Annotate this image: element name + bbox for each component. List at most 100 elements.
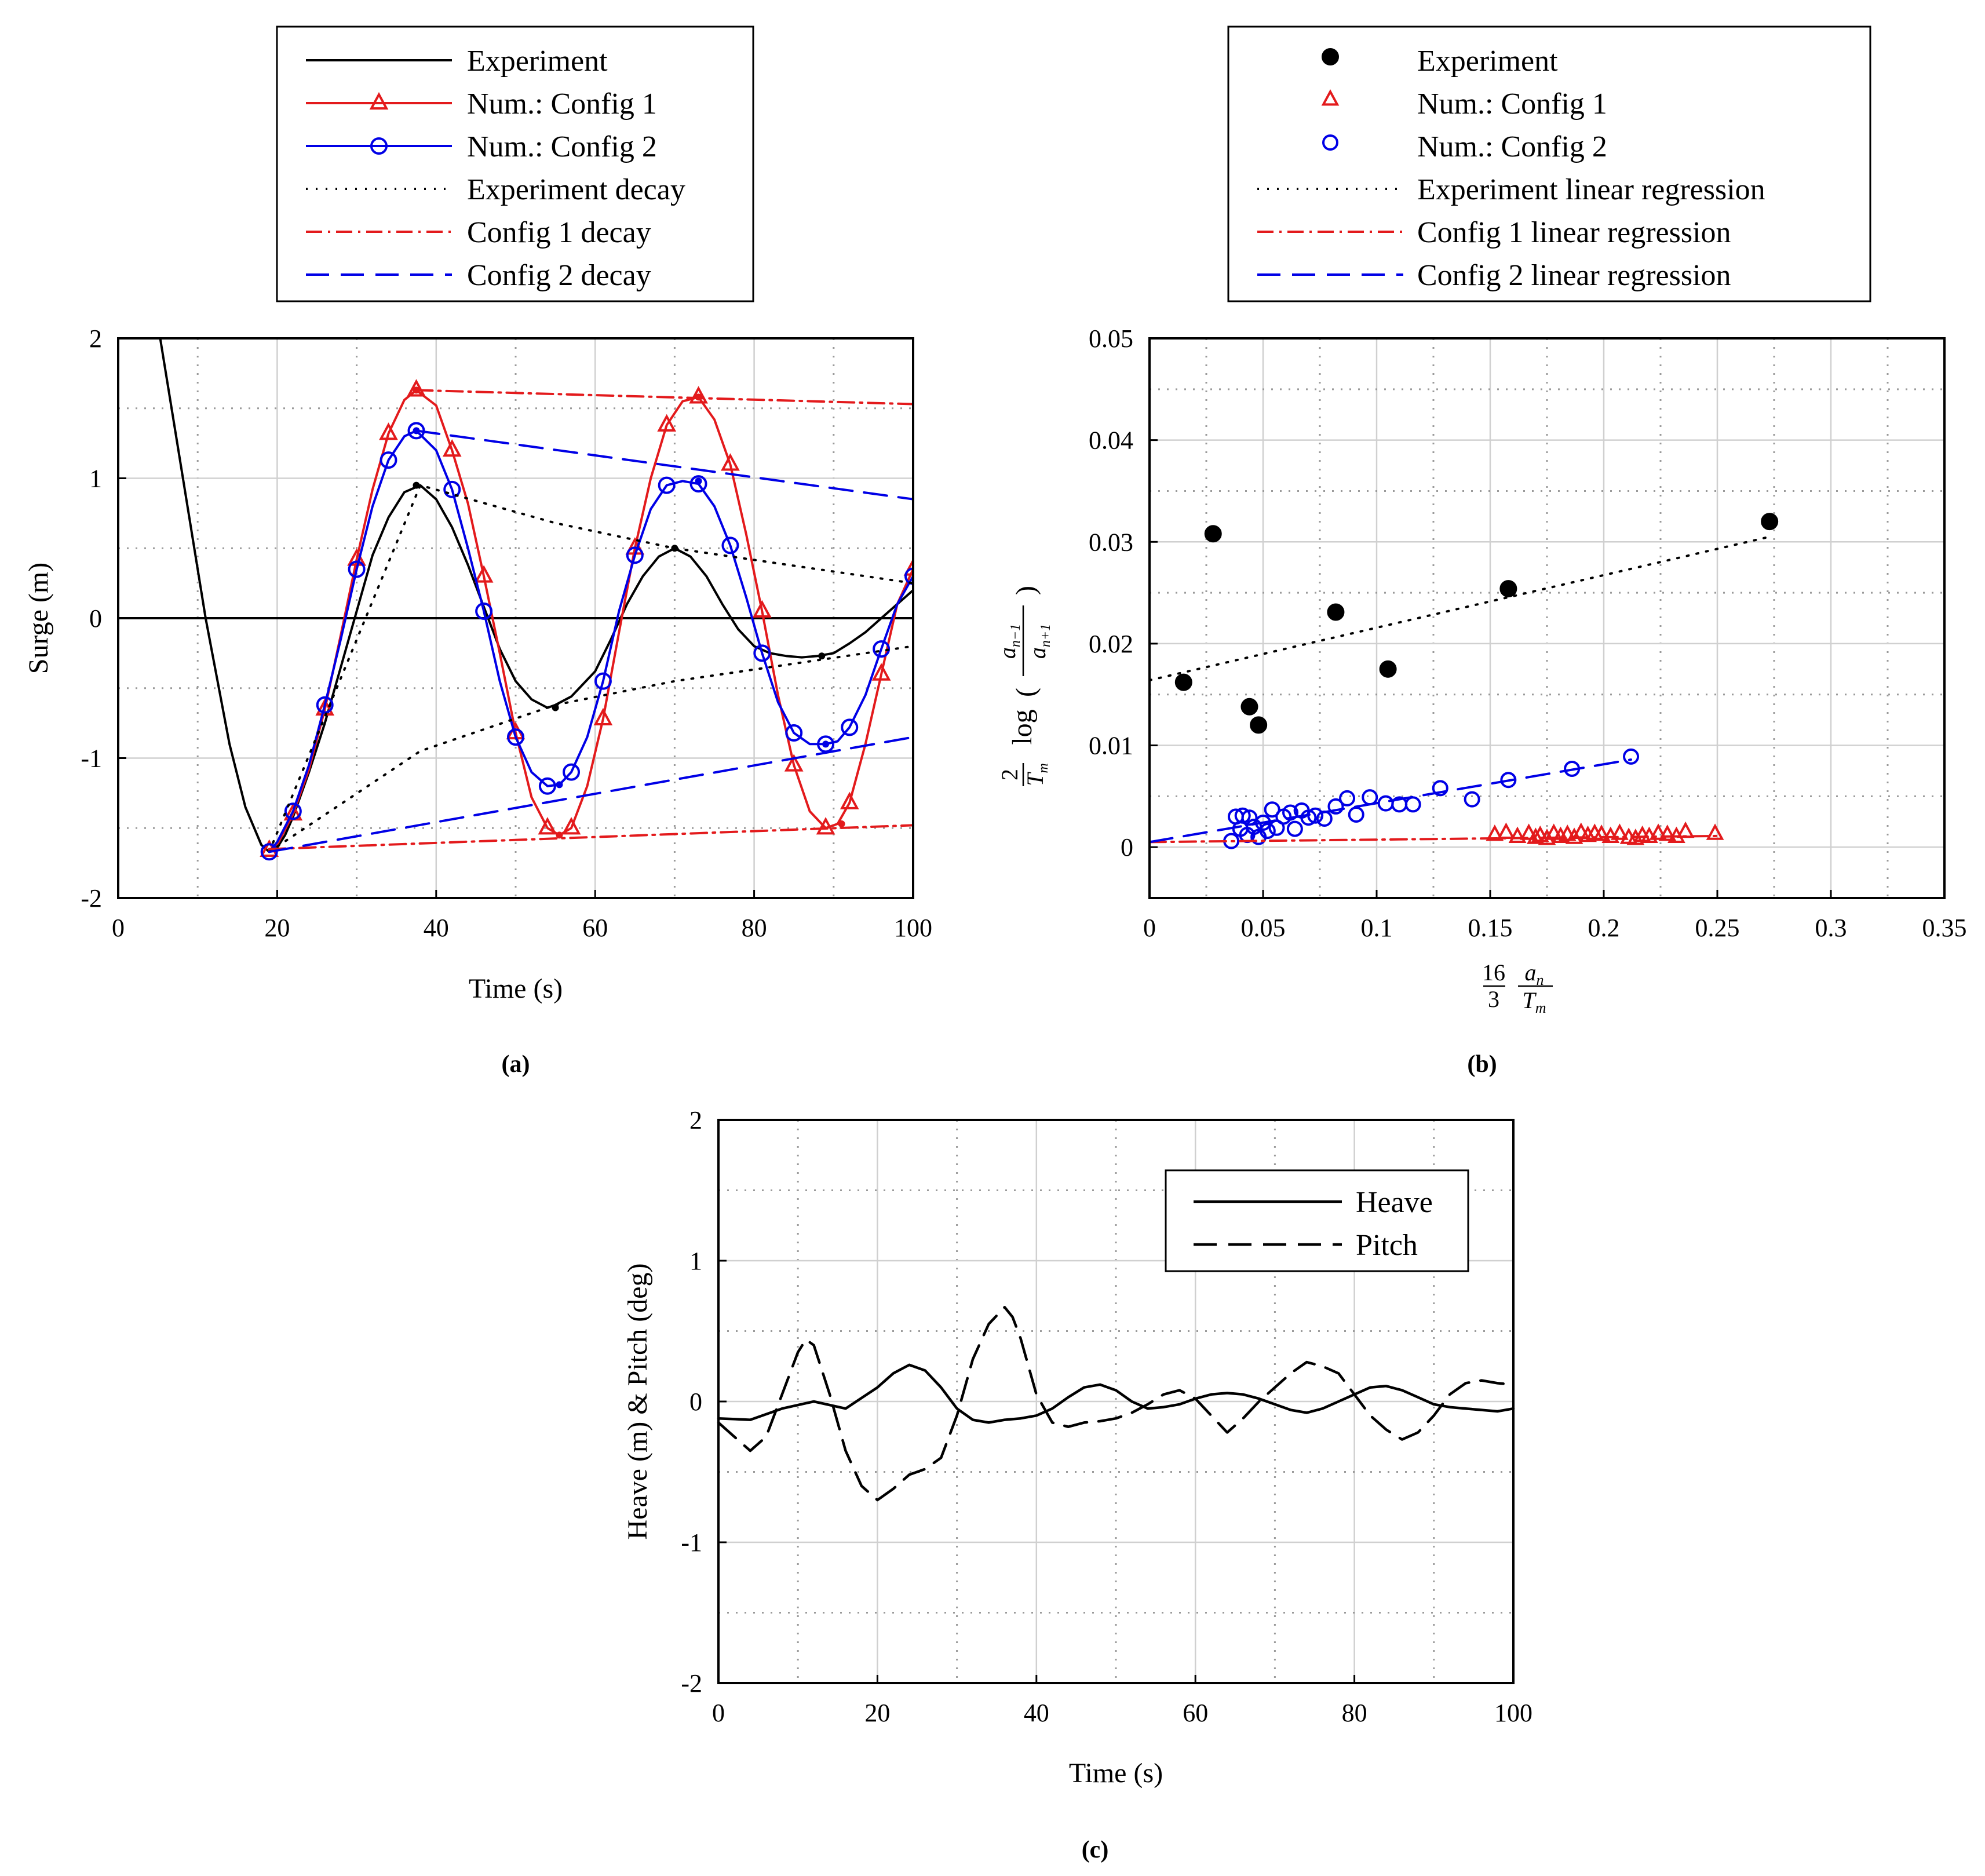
panel-a-series-config-2-decay-line [415, 429, 913, 501]
panel-a-legend-label: Experiment decay [467, 173, 685, 206]
panel-a-peak-dot [671, 545, 678, 552]
panel-c-legend-box [1165, 1169, 1469, 1272]
panel-a-series-num-config-1-marker [752, 600, 772, 618]
panel-a-peak-dot [556, 831, 563, 839]
svg-text:): ) [1010, 586, 1041, 595]
panel-a-series-num-config-1-marker [474, 565, 494, 583]
panel-a-series-num-config-2-marker [348, 560, 366, 578]
panel-a-xtick-label: 20 [264, 914, 290, 942]
panel-b-series-num-config-1-point [1611, 823, 1629, 840]
panel-b-xtick-label: 0 [1143, 914, 1156, 942]
panel-a-peak-dot [695, 393, 702, 401]
panel-a-ytick-label: -1 [81, 744, 102, 773]
svg-text:an+1: an+1 [1024, 624, 1053, 659]
panel-a-legend-marker [370, 137, 388, 155]
panel-a-series-num-config-2-marker [380, 451, 397, 469]
panel-a-series-num-config-1-marker [816, 817, 835, 835]
panel-b-xtick-label: 0.1 [1361, 914, 1393, 942]
panel-a-ytick-label: 0 [89, 604, 102, 633]
panel-a-legend-label: Num.: Config 1 [467, 87, 657, 121]
panel-a-plot-area [118, 338, 913, 861]
panel-b-legend-marker [1322, 134, 1338, 151]
panel-a-peak-dot [695, 477, 702, 485]
panel-a-legend-label: Config 1 decay [467, 216, 651, 249]
panel-b-xtick-label: 0.2 [1588, 914, 1620, 942]
panel-a-series-num-config-1-marker [442, 439, 462, 457]
panel-c-xtick-label: 80 [1342, 1699, 1367, 1727]
panel-a-peak-dot [822, 740, 830, 748]
panel-a-series-config-2-decay-line [268, 736, 913, 853]
panel-c-ylabel: Heave (m) & Pitch (deg) [622, 1263, 653, 1539]
panel-b-xtick-label: 0.25 [1695, 914, 1740, 942]
panel-a-series-num-config-1-marker [593, 707, 613, 725]
panel-b-series-num-config-2-point [1316, 811, 1333, 827]
panel-a-ytick-label: -2 [81, 884, 102, 913]
panel-a: Experiment Num.: Config 1 Num.: Config 2 Ex… [23, 25, 932, 1078]
panel-c-series-heave-line [717, 1363, 1515, 1424]
panel-a-series-num-config-2-marker [904, 567, 913, 585]
panel-b-series-num-config-1-point [1527, 827, 1545, 844]
panel-b-ytick-label: 0.01 [1089, 732, 1133, 760]
panel-a-xtick-label: 0 [112, 914, 125, 942]
panel-b-caption: (b) [1467, 1051, 1497, 1078]
panel-a-series-num-config-1-marker [379, 422, 398, 440]
panel-a-series-num-config-2-marker [841, 718, 859, 736]
panel-b-series-num-config-2-point [1404, 796, 1421, 813]
panel-b-series-num-config-2-point [1300, 809, 1317, 826]
panel-c-caption: (c) [1082, 1837, 1109, 1863]
panel-b-series-num-config-1-point [1520, 823, 1538, 840]
panel-c-xtick-label: 20 [864, 1699, 890, 1727]
panel-b-series-num-config-1-point [1531, 825, 1549, 842]
panel-b-ytick-label: 0 [1121, 833, 1133, 862]
panel-a-series-num-config-2-marker [316, 696, 334, 714]
panel-b-series-num-config-1-point [1658, 824, 1677, 841]
panel-a-ytick-label: 1 [89, 465, 102, 493]
panel-a-series-num-config-2-marker [626, 546, 644, 564]
panel-c-xtick-label: 40 [1024, 1699, 1049, 1727]
panel-a-series-num-config-2-marker [689, 475, 707, 493]
panel-c-xtick-label: 0 [712, 1699, 725, 1727]
panel-a-peak-dot [552, 704, 559, 711]
panel-a-series-num-config-2-marker [873, 640, 891, 658]
panel-b-ytick-label: 0.02 [1089, 630, 1133, 658]
panel-a-series-num-config-1-marker [657, 414, 677, 432]
panel-b-xlabel: 16 3 an Tm [1482, 959, 1553, 1016]
panel-b-legend-label: Experiment linear regression [1417, 173, 1765, 206]
panel-c-xtick-label: 100 [1494, 1699, 1532, 1727]
panel-b-legend-label: Config 1 linear regression [1417, 216, 1731, 249]
panel-a-series-num-config-2-marker [753, 644, 771, 662]
panel-a-caption: (a) [502, 1051, 530, 1078]
panel-b-legend-label: Num.: Config 1 [1417, 87, 1607, 121]
panel-b-legend-label: Experiment [1417, 45, 1558, 78]
svg-text:log: log [1007, 709, 1038, 744]
panel-a-peak-dot [413, 427, 420, 435]
panel-a-series-num-config-1-marker [784, 754, 804, 772]
panel-b-legend-marker [1321, 89, 1340, 106]
panel-b-series-experiment-linear-regression-line [1148, 535, 1771, 682]
panel-a-ticks: 0 20 40 60 80 100 -2 -1 0 1 2 [81, 324, 932, 942]
panel-b-series-experiment-point [1240, 698, 1258, 716]
svg-text:an: an [1525, 959, 1544, 988]
svg-text:Tm: Tm [1022, 763, 1051, 786]
panel-a-series-config-1-decay-line [268, 824, 913, 851]
svg-text:16: 16 [1482, 959, 1505, 986]
panel-b-series-num-config-2-point [1241, 809, 1258, 826]
panel-b-series-experiment-point [1379, 660, 1397, 678]
panel-c-ytick-label: 1 [689, 1247, 702, 1275]
panel-a-series-num-config-2-marker [563, 763, 581, 781]
panel-b-series-num-config-1-point [1508, 826, 1527, 844]
panel-b-series-num-config-2-point [1623, 748, 1640, 765]
panel-b-ticks: 0 0.05 0.1 0.15 0.2 0.25 0.3 0.35 0 0.01 0.02 0.03 0… [1089, 324, 1967, 942]
panel-c-plot-area [717, 1305, 1515, 1502]
panel-b-xtick-label: 0.35 [1922, 914, 1967, 942]
panel-a-series-num-config-2-marker [721, 536, 739, 554]
panel-a-legend-label: Num.: Config 2 [467, 130, 657, 163]
panel-b-series-num-config-2-point [1362, 789, 1378, 806]
panel-a-series-num-config-1-marker [538, 817, 557, 835]
panel-b-series-num-config-1-point [1486, 824, 1504, 841]
svg-text:3: 3 [1488, 986, 1499, 1012]
panel-a-legend-marker [369, 92, 389, 110]
panel-a-legend: Experiment Num.: Config 1 Num.: Config 2 Ex… [306, 45, 685, 292]
panel-b-ytick-label: 0.05 [1089, 324, 1133, 353]
